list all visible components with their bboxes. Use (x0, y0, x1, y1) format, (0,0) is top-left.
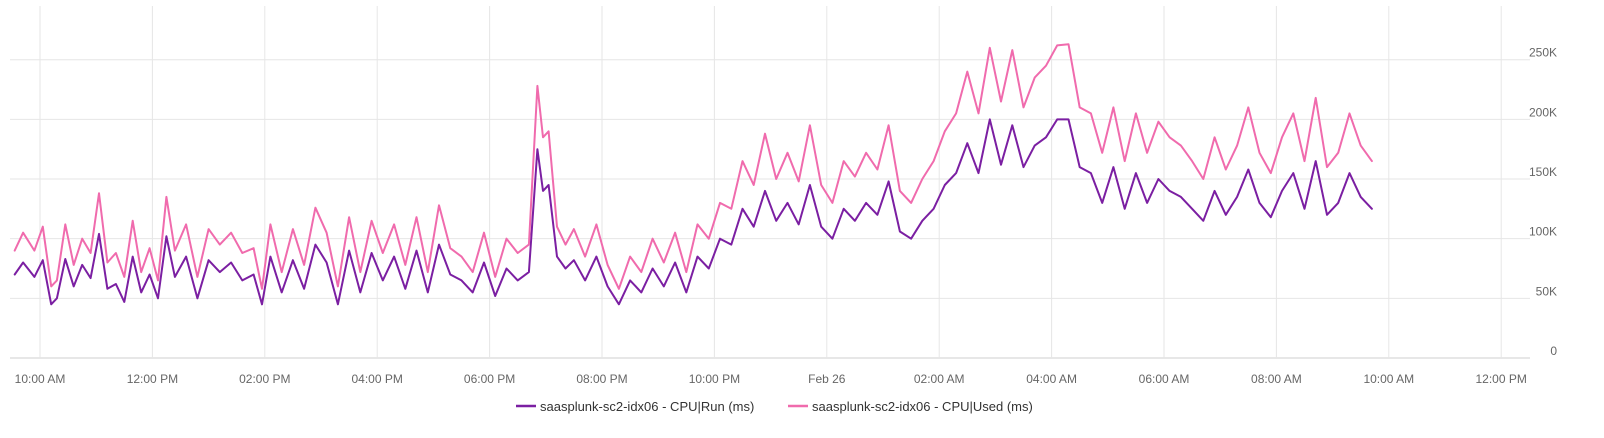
grid (10, 6, 1530, 359)
x-tick-label: 08:00 PM (576, 372, 627, 386)
y-tick-label: 150K (1529, 165, 1557, 179)
y-tick-label: 100K (1529, 225, 1557, 239)
y-tick-label: 50K (1536, 284, 1557, 298)
y-tick-label: 200K (1529, 105, 1557, 119)
x-tick-label: 06:00 PM (464, 372, 515, 386)
x-tick-label: 02:00 AM (914, 372, 965, 386)
legend[interactable]: saasplunk-sc2-idx06 - CPU|Run (ms) saaspl… (516, 399, 1033, 414)
legend-item-cpu-used[interactable]: saasplunk-sc2-idx06 - CPU|Used (ms) (788, 399, 1033, 414)
x-tick-label: 10:00 AM (1363, 372, 1414, 386)
legend-item-cpu-run[interactable]: saasplunk-sc2-idx06 - CPU|Run (ms) (516, 399, 754, 414)
x-tick-label: Feb 26 (808, 372, 846, 386)
x-tick-label: 08:00 AM (1251, 372, 1302, 386)
legend-label: saasplunk-sc2-idx06 - CPU|Run (ms) (540, 399, 754, 414)
y-tick-label: 250K (1529, 46, 1557, 60)
x-tick-label: 10:00 AM (15, 372, 66, 386)
x-tick-label: 02:00 PM (239, 372, 290, 386)
x-tick-label: 12:00 PM (1476, 372, 1527, 386)
y-tick-label: 0 (1550, 344, 1557, 358)
series-line-cpu-run[interactable] (13, 118, 1373, 306)
x-tick-label: 04:00 AM (1026, 372, 1077, 386)
y-axis: 0 50K 100K 150K 200K 250K (1529, 46, 1557, 358)
series-lines (13, 43, 1373, 306)
x-tick-label: 10:00 PM (689, 372, 740, 386)
series-line-cpu-used[interactable] (13, 43, 1373, 290)
x-axis: 10:00 AM 12:00 PM 02:00 PM 04:00 PM 06:00 PM… (15, 372, 1527, 386)
x-tick-label: 06:00 AM (1139, 372, 1190, 386)
x-tick-label: 04:00 PM (352, 372, 403, 386)
x-tick-label: 12:00 PM (127, 372, 178, 386)
legend-label: saasplunk-sc2-idx06 - CPU|Used (ms) (812, 399, 1033, 414)
